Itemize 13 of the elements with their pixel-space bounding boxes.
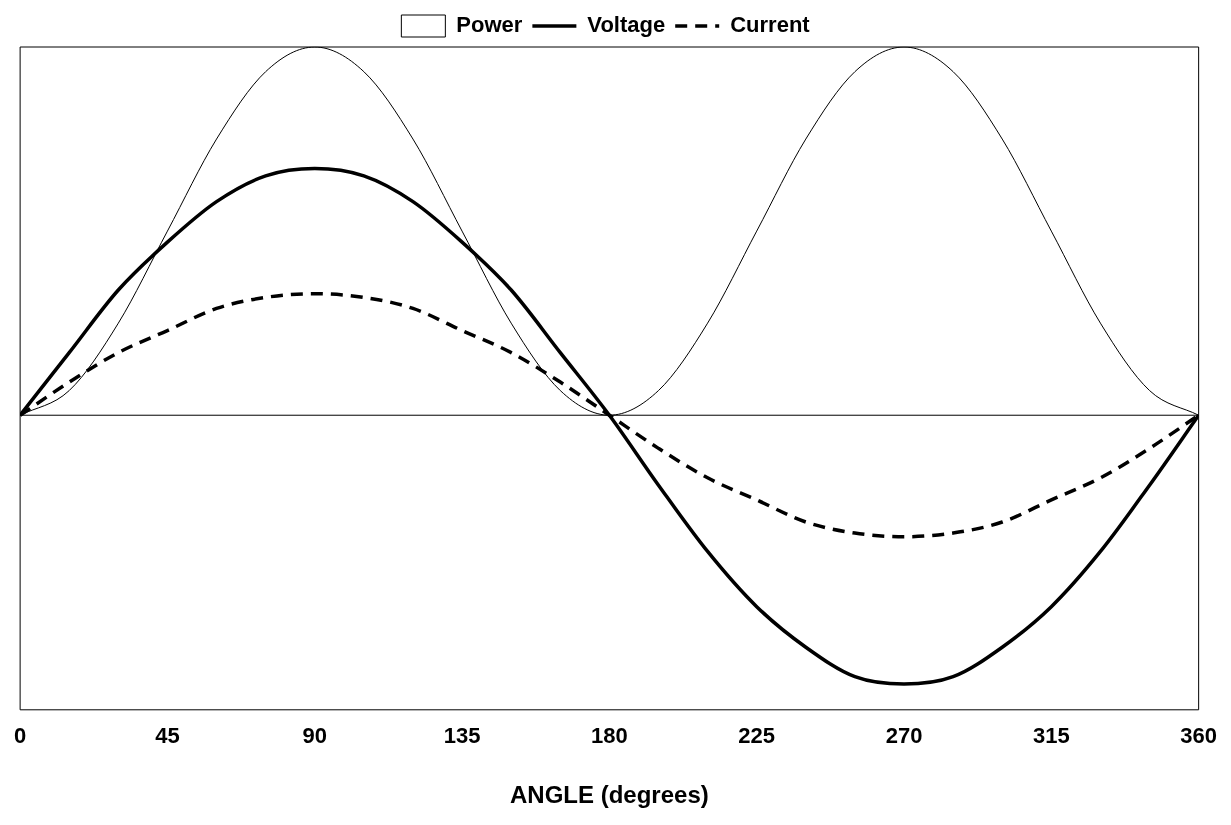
- x-tick-label: 45: [155, 723, 180, 749]
- x-tick-label: 180: [591, 723, 628, 749]
- legend-label: Current: [730, 12, 811, 38]
- x-tick-label: 225: [738, 723, 776, 749]
- x-tick-label: 315: [1032, 723, 1070, 749]
- legend-label: Voltage: [587, 12, 666, 38]
- x-tick-label: 360: [1180, 723, 1218, 749]
- legend-label: Power: [456, 12, 523, 38]
- x-axis-title: ANGLE (degrees): [510, 781, 709, 809]
- x-tick-label: 135: [443, 723, 481, 749]
- x-tick-label: 90: [302, 723, 327, 749]
- x-tick-label: 270: [885, 723, 923, 749]
- x-tick-label: 0: [13, 723, 27, 749]
